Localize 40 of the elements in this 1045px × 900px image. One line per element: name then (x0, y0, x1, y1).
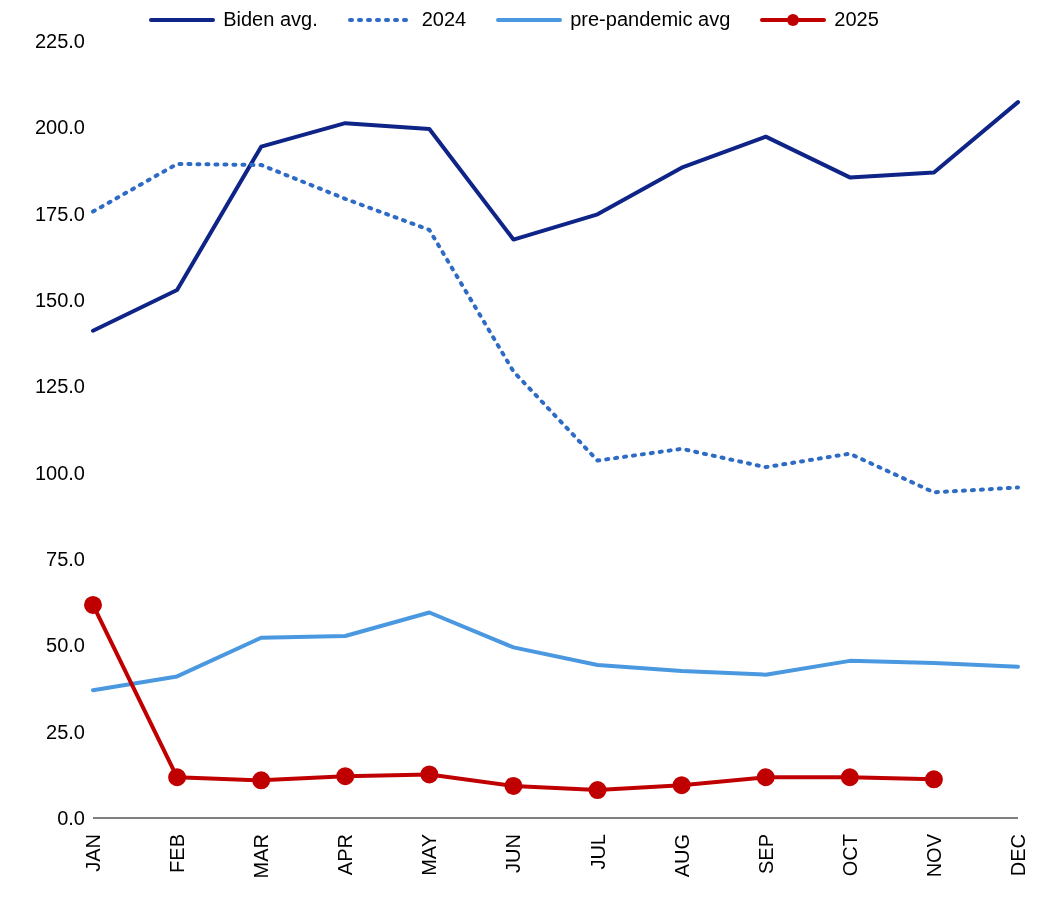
y-tick-label: 200.0 (34, 116, 85, 139)
x-tick-label: DEC (1007, 834, 1029, 877)
y-tick-label: 225.0 (34, 30, 85, 53)
x-tick-label: NOV (922, 833, 945, 878)
line-series (91, 610, 1020, 693)
x-tick-label: MAY (418, 834, 441, 876)
x-tick-label: JUN (502, 834, 525, 873)
point (840, 768, 859, 787)
legend-label: pre-pandemic avg (569, 8, 731, 31)
legend-label: 2025 (833, 8, 879, 31)
point (924, 770, 943, 789)
x-tick-label: APR (334, 834, 357, 876)
y-tick-label: 25.0 (46, 720, 85, 743)
x-tick-label: MAR (250, 834, 273, 879)
x-tick-label: JUL (586, 834, 609, 870)
x-tick-label: FEB (166, 834, 189, 873)
x-tick-label: OCT (838, 834, 861, 877)
y-tick-label: 0.0 (57, 807, 85, 830)
point (336, 767, 355, 786)
y-tick-label: 50.0 (46, 634, 85, 657)
point (168, 768, 187, 787)
line-series (91, 100, 1020, 333)
point (672, 776, 691, 795)
y-tick-label: 175.0 (34, 202, 85, 225)
point (504, 776, 523, 795)
point (756, 768, 775, 787)
point (420, 765, 439, 784)
x-tick-label: AUG (670, 834, 693, 878)
y-tick-label: 100.0 (34, 461, 85, 484)
x-tick-label: JAN (82, 834, 104, 872)
x-tick-label: SEP (754, 834, 777, 875)
legend-label: Biden avg. (222, 8, 318, 31)
y-tick-label: 150.0 (34, 289, 85, 312)
point (252, 771, 271, 790)
line-series (91, 161, 1020, 495)
legend-label: 2024 (420, 8, 467, 31)
y-tick-label: 125.0 (34, 375, 85, 398)
point (84, 595, 102, 614)
point (588, 781, 607, 800)
y-tick-label: 75.0 (46, 548, 85, 571)
